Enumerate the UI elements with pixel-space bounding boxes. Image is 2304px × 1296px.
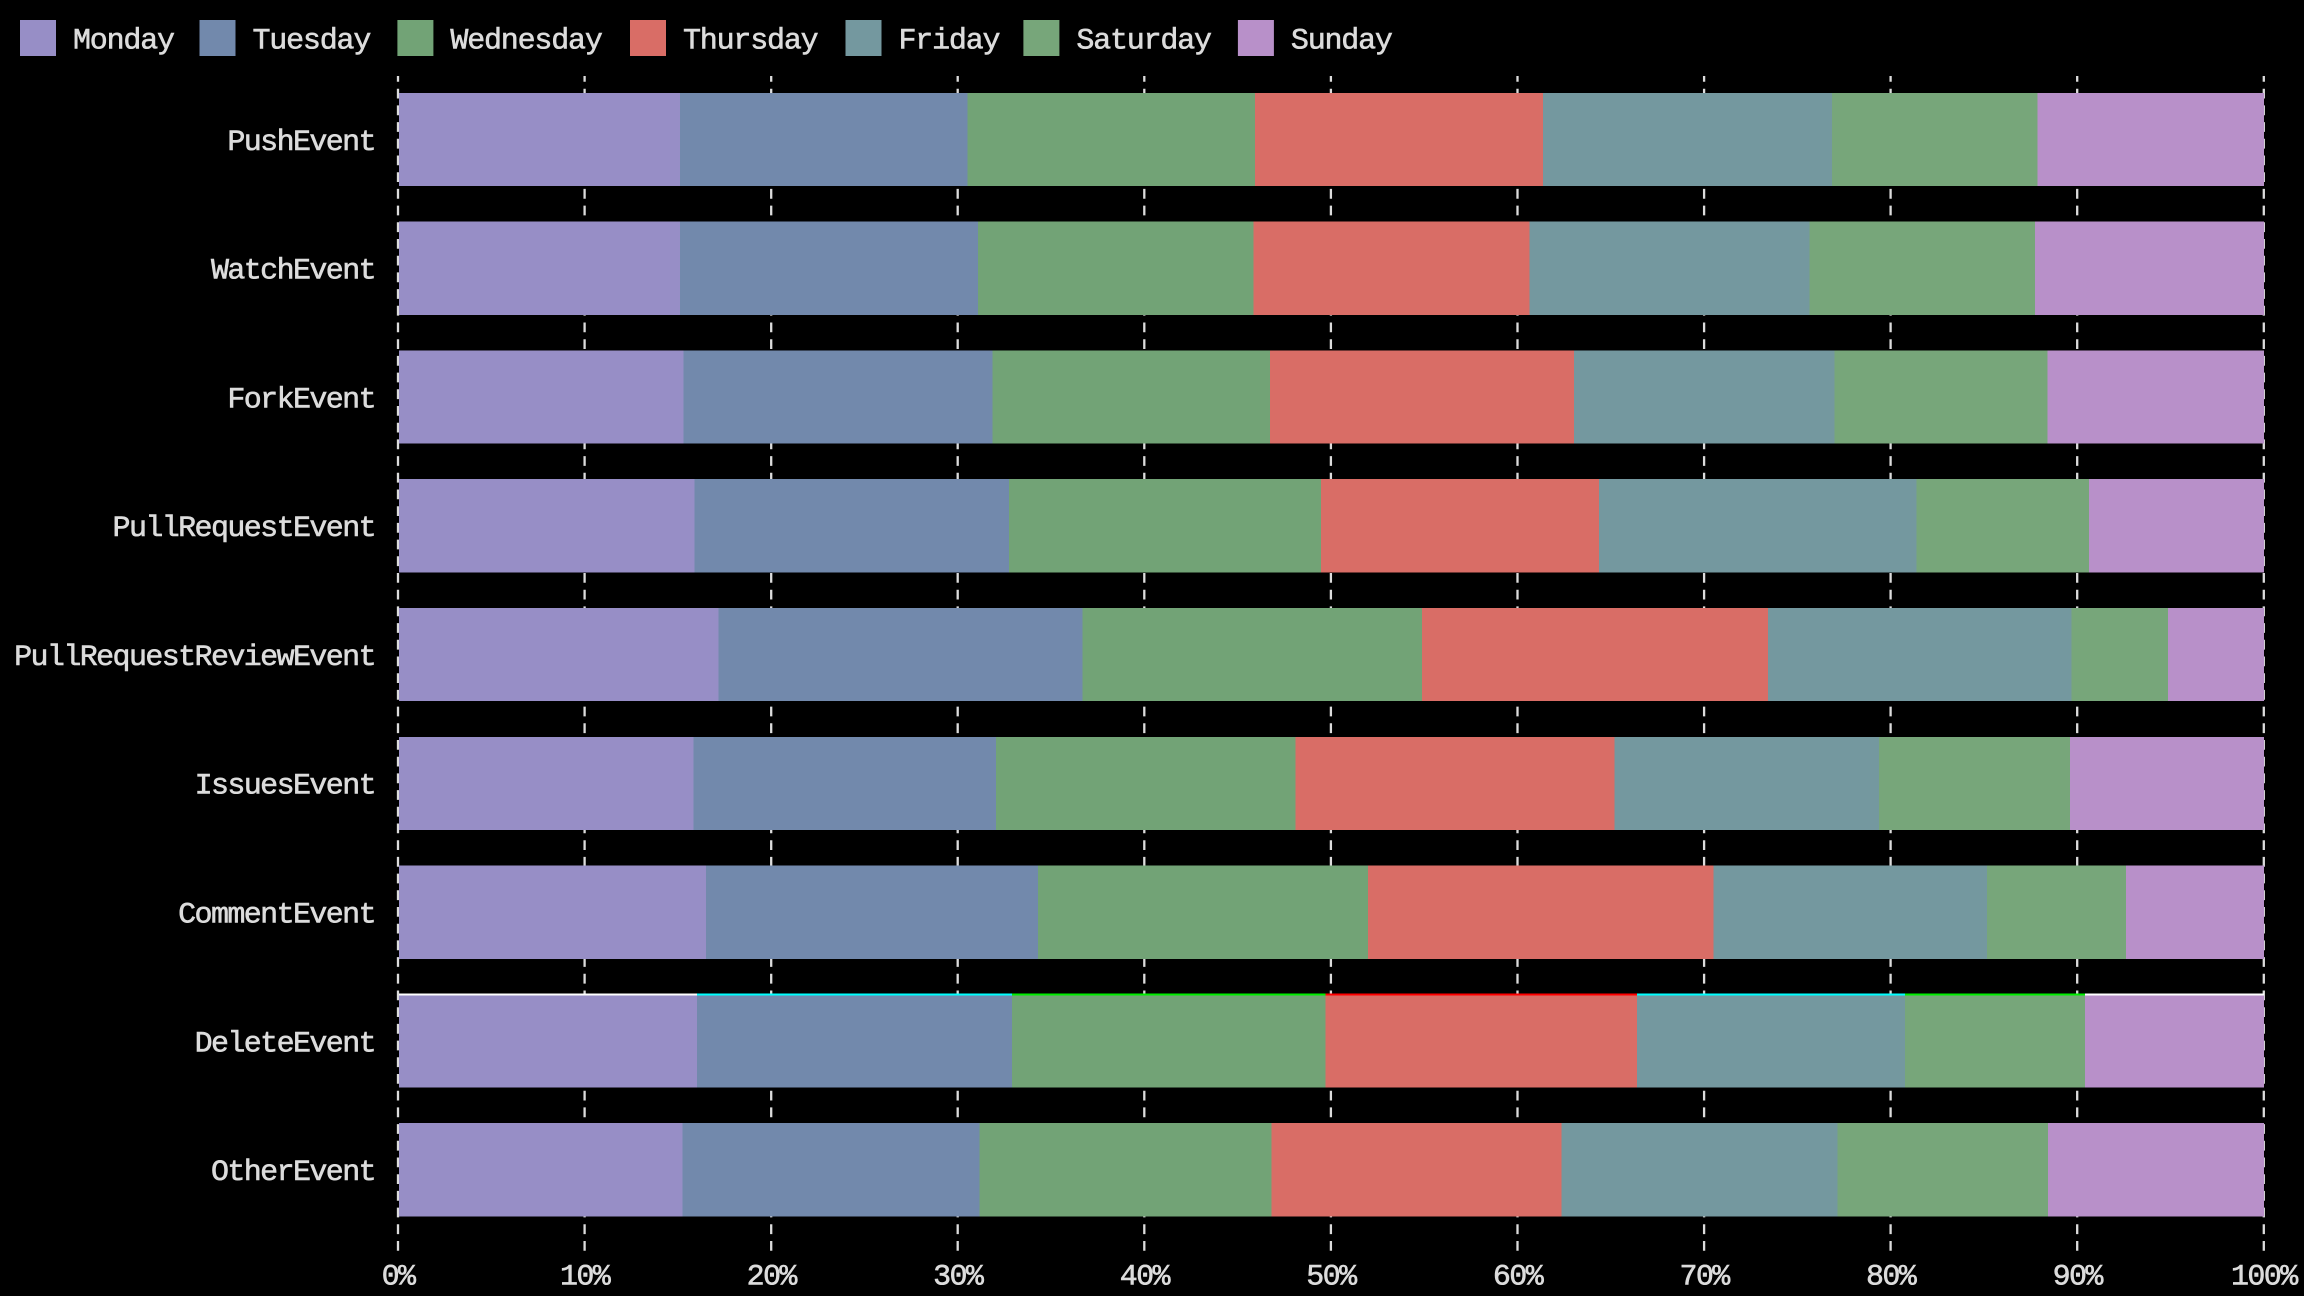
svg-text:70%: 70% [1679,1261,1731,1295]
svg-text:Saturday: Saturday [1076,24,1211,58]
svg-text:10%: 10% [560,1261,612,1295]
svg-text:Tuesday: Tuesday [253,24,371,58]
svg-text:20%: 20% [747,1261,799,1295]
svg-text:30%: 30% [933,1261,985,1295]
svg-text:40%: 40% [1120,1261,1172,1295]
svg-text:IssuesEvent: IssuesEvent [195,770,375,804]
svg-text:Wednesday: Wednesday [450,24,601,58]
svg-text:100%: 100% [2231,1261,2299,1295]
svg-text:Monday: Monday [73,24,174,58]
svg-text:50%: 50% [1306,1261,1358,1295]
svg-text:CommentEvent: CommentEvent [178,899,375,933]
svg-text:Friday: Friday [899,24,1000,58]
svg-text:0%: 0% [382,1261,417,1295]
svg-text:OtherEvent: OtherEvent [211,1156,375,1190]
svg-text:60%: 60% [1493,1261,1545,1295]
svg-text:PushEvent: PushEvent [227,126,375,160]
svg-text:Thursday: Thursday [683,24,818,58]
svg-text:ForkEvent: ForkEvent [227,383,375,417]
svg-text:90%: 90% [2053,1261,2105,1295]
svg-text:WatchEvent: WatchEvent [211,255,375,289]
svg-text:Sunday: Sunday [1291,24,1392,58]
svg-text:80%: 80% [1866,1261,1918,1295]
svg-text:PullRequestEvent: PullRequestEvent [113,512,375,546]
svg-text:PullRequestReviewEvent: PullRequestReviewEvent [14,641,375,675]
svg-text:DeleteEvent: DeleteEvent [195,1027,375,1061]
